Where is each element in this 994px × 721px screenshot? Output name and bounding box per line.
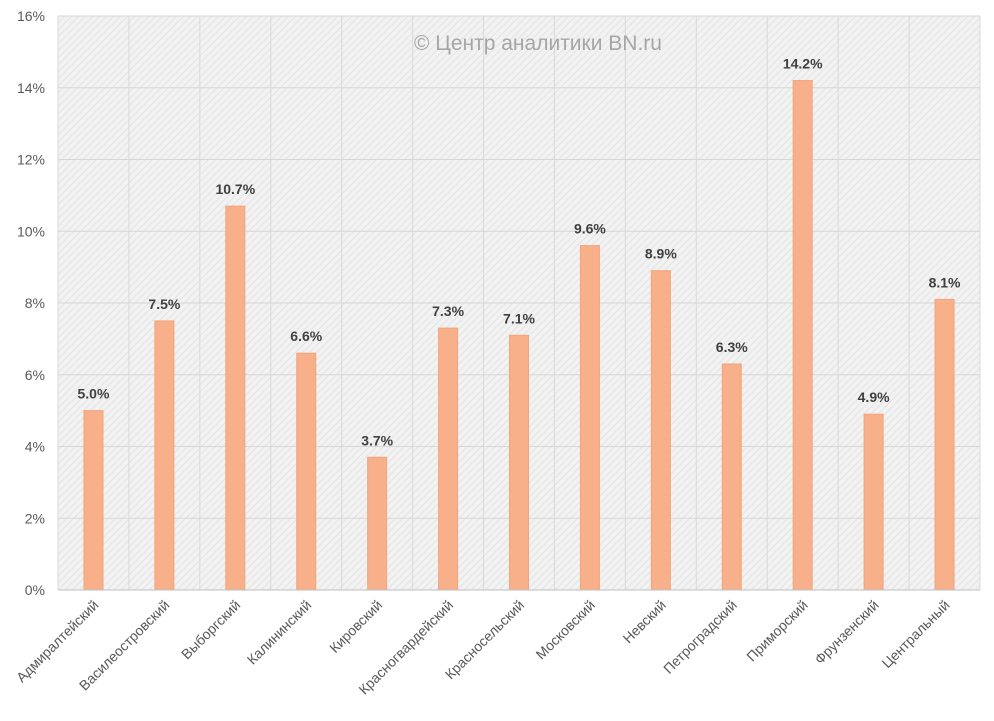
data-label: 8.9% <box>645 246 677 262</box>
y-tick-label: 0% <box>25 582 45 598</box>
data-label: 14.2% <box>783 56 823 72</box>
data-label: 4.9% <box>858 389 890 405</box>
bar-3 <box>225 205 246 591</box>
x-category-label: Невский <box>620 597 669 646</box>
gridlines <box>57 15 981 591</box>
bars <box>83 80 955 591</box>
data-label: 8.1% <box>929 274 961 290</box>
y-tick-label: 2% <box>25 510 45 526</box>
y-tick-label: 4% <box>25 439 45 455</box>
bar-13 <box>934 298 955 591</box>
bar-11 <box>792 80 813 591</box>
data-label: 7.3% <box>432 303 464 319</box>
bar-2 <box>154 320 175 591</box>
x-category-label: Приморский <box>743 597 811 665</box>
bar-8 <box>579 245 600 591</box>
data-label: 7.5% <box>148 296 180 312</box>
x-category-label: Московский <box>532 597 598 663</box>
bar-4 <box>296 352 317 591</box>
data-label: 6.6% <box>290 328 322 344</box>
x-category-label: Выборгский <box>178 597 243 662</box>
y-tick-label: 16% <box>17 8 45 24</box>
y-tick-label: 10% <box>17 223 45 239</box>
y-tick-label: 14% <box>17 80 45 96</box>
data-label: 10.7% <box>215 181 255 197</box>
x-category-label: Калининский <box>244 597 315 668</box>
data-label: 9.6% <box>574 221 606 237</box>
y-tick-label: 12% <box>17 152 45 168</box>
y-tick-label: 8% <box>25 295 45 311</box>
x-category-label: Центральный <box>878 597 952 671</box>
y-tick-label: 6% <box>25 367 45 383</box>
bar-5 <box>367 456 388 591</box>
data-label: 7.1% <box>503 310 535 326</box>
data-labels: 5.0% 7.5% 10.7% 6.6% 3.7% 7.3% 7.1% 9.6% 8.9% 6.3… <box>78 56 962 449</box>
watermark: © Центр аналитики BN.ru <box>414 32 662 55</box>
bar-1 <box>83 410 104 591</box>
bar-10 <box>721 363 742 591</box>
data-label: 3.7% <box>361 432 393 448</box>
data-label: 6.3% <box>716 339 748 355</box>
bar-7 <box>509 334 529 591</box>
x-category-label: Фрунзенский <box>811 597 881 667</box>
data-label: 5.0% <box>78 386 110 402</box>
x-category-label: Кировский <box>326 597 385 656</box>
bar-9 <box>650 270 671 591</box>
x-category-label: Петроградский <box>660 597 740 677</box>
bar-12 <box>863 413 884 591</box>
y-axis-tick-labels: 0% 2% 4% 6% 8% 10% 12% 14% 16% <box>17 8 45 598</box>
bar-6 <box>438 327 459 591</box>
